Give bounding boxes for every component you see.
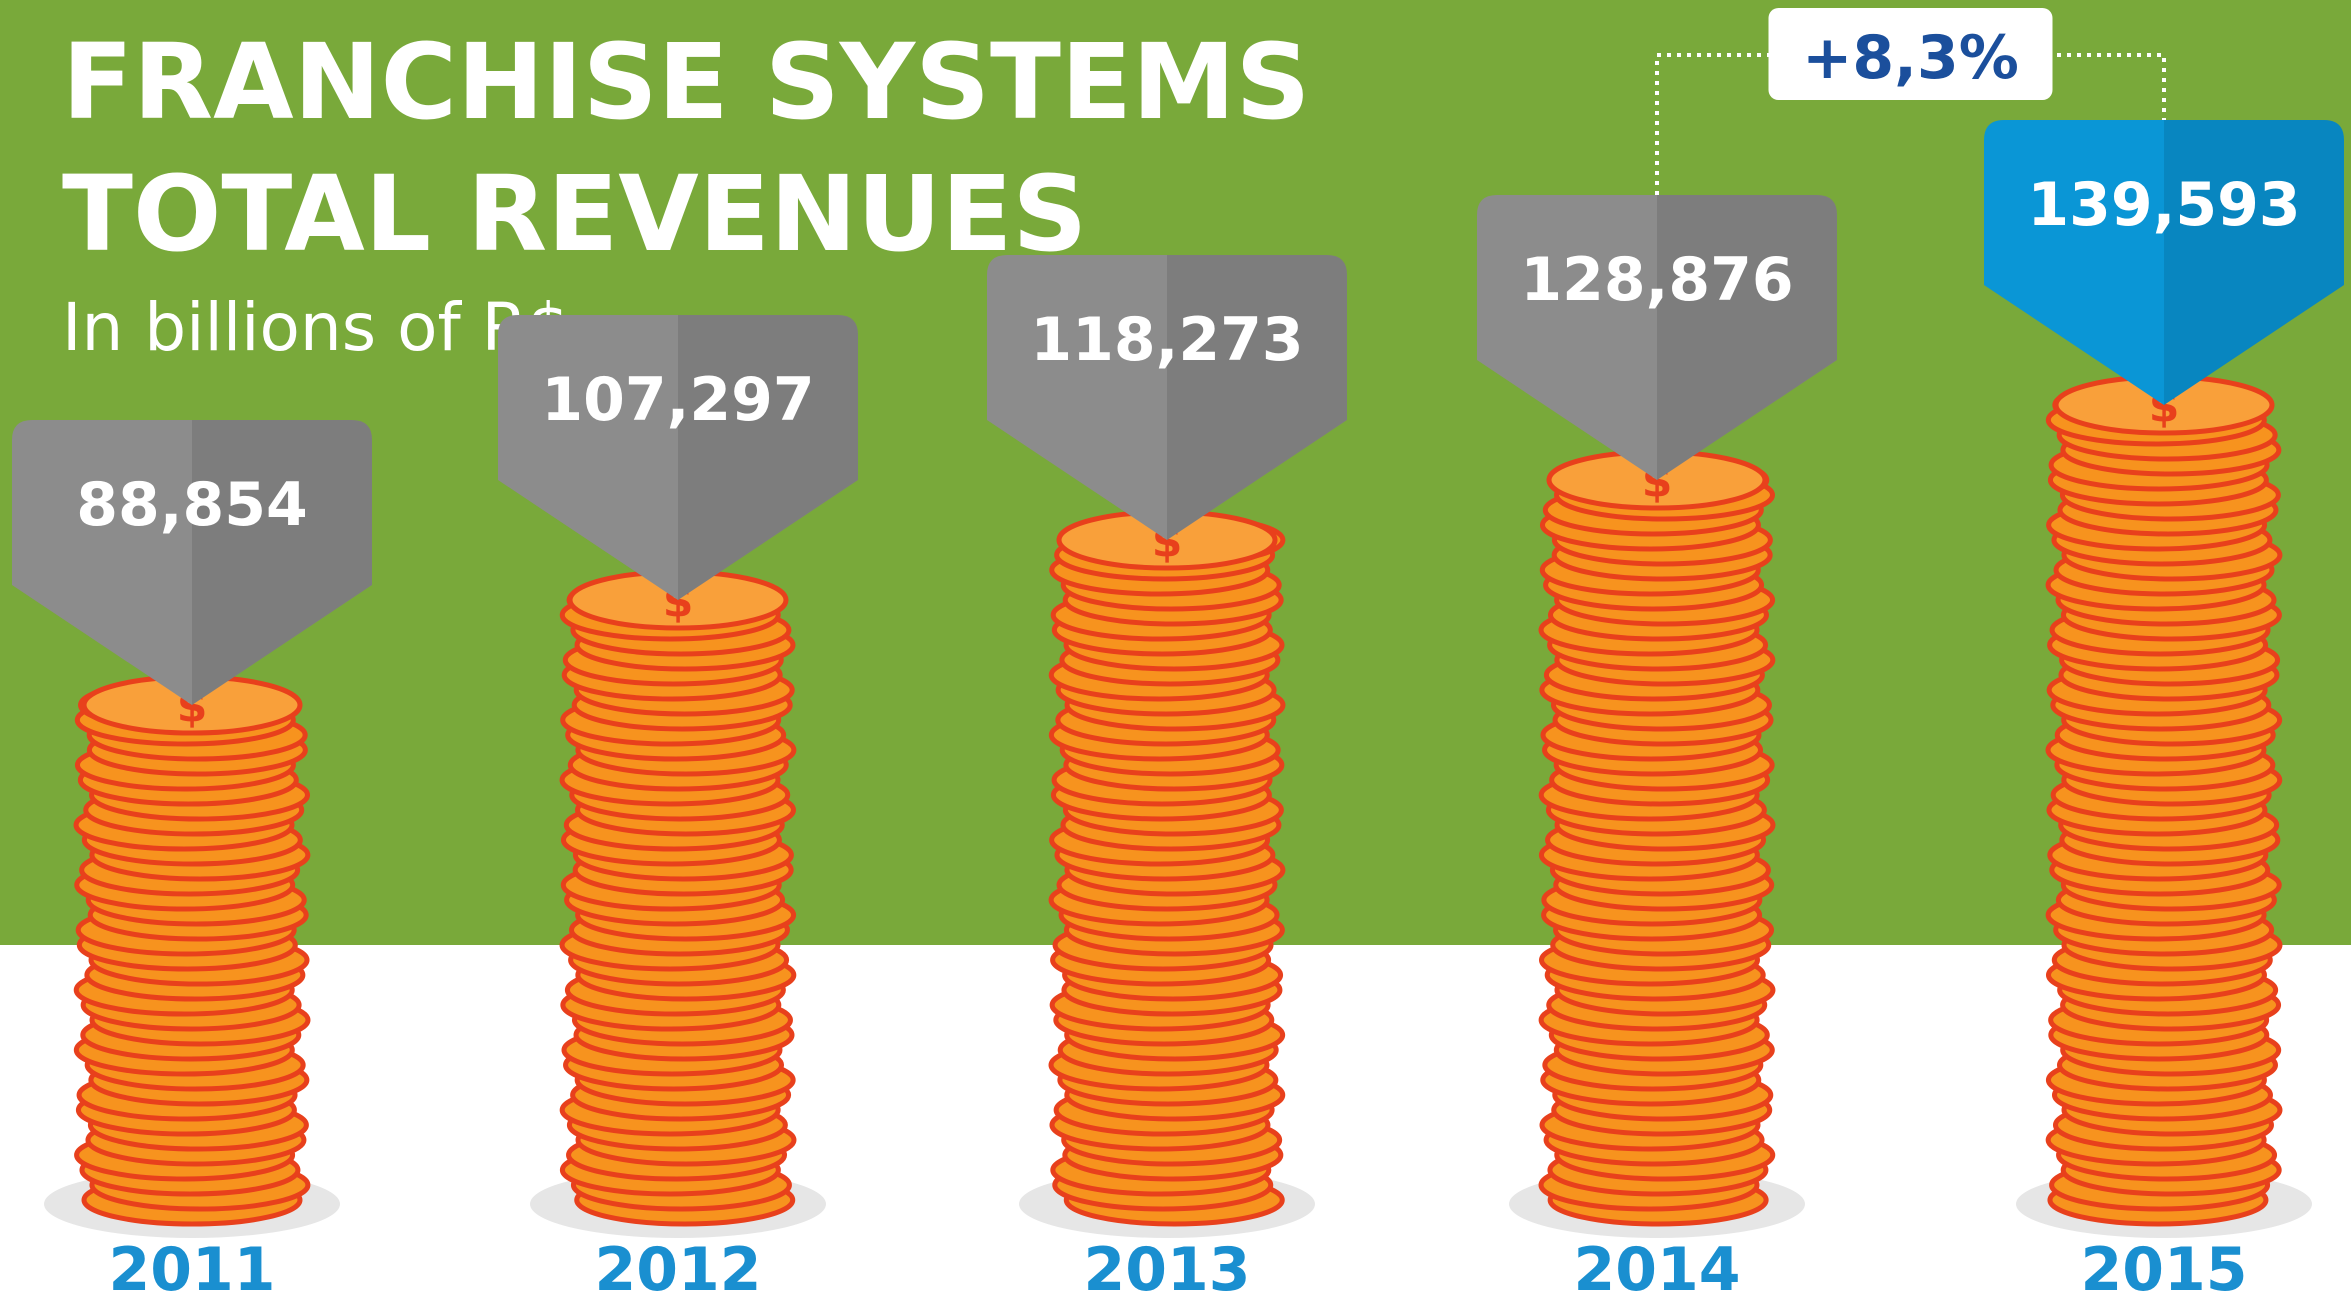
chart-title: TOTAL REVENUES xyxy=(62,153,1087,275)
coin-stack: $ xyxy=(1538,449,1776,1227)
callout xyxy=(1477,195,1837,480)
chart-title: FRANCHISE SYSTEMS xyxy=(62,21,1310,143)
data-label: 139,593 xyxy=(2027,170,2300,240)
callout xyxy=(12,420,372,705)
chart-subtitle: In billions of R$ xyxy=(62,289,570,366)
x-tick-label: 2015 xyxy=(2081,1235,2248,1305)
callout xyxy=(987,255,1347,540)
callout xyxy=(1984,120,2344,405)
callout-shade xyxy=(192,420,372,705)
x-tick-label: 2014 xyxy=(1574,1235,1741,1305)
data-label: 118,273 xyxy=(1030,305,1303,375)
x-tick-label: 2012 xyxy=(595,1235,762,1305)
annotation: +8,3% xyxy=(1802,23,2019,93)
coin-stack: $ xyxy=(1048,509,1286,1227)
callout-shade xyxy=(1657,195,1837,480)
annotation-box xyxy=(1768,8,2053,100)
coin-stack: $ xyxy=(559,569,797,1227)
x-tick-label: 2011 xyxy=(109,1235,276,1305)
x-tick-label: 2013 xyxy=(1084,1235,1251,1305)
callout-shade xyxy=(2164,120,2344,405)
callout xyxy=(498,315,858,600)
callout-shade xyxy=(678,315,858,600)
data-label: 128,876 xyxy=(1520,245,1793,315)
callout-shade xyxy=(1167,255,1347,540)
data-label: 88,854 xyxy=(76,470,308,540)
data-label: 107,297 xyxy=(541,365,814,435)
coin-stack: $ xyxy=(2045,374,2283,1227)
coin-stack: $ xyxy=(73,674,311,1227)
